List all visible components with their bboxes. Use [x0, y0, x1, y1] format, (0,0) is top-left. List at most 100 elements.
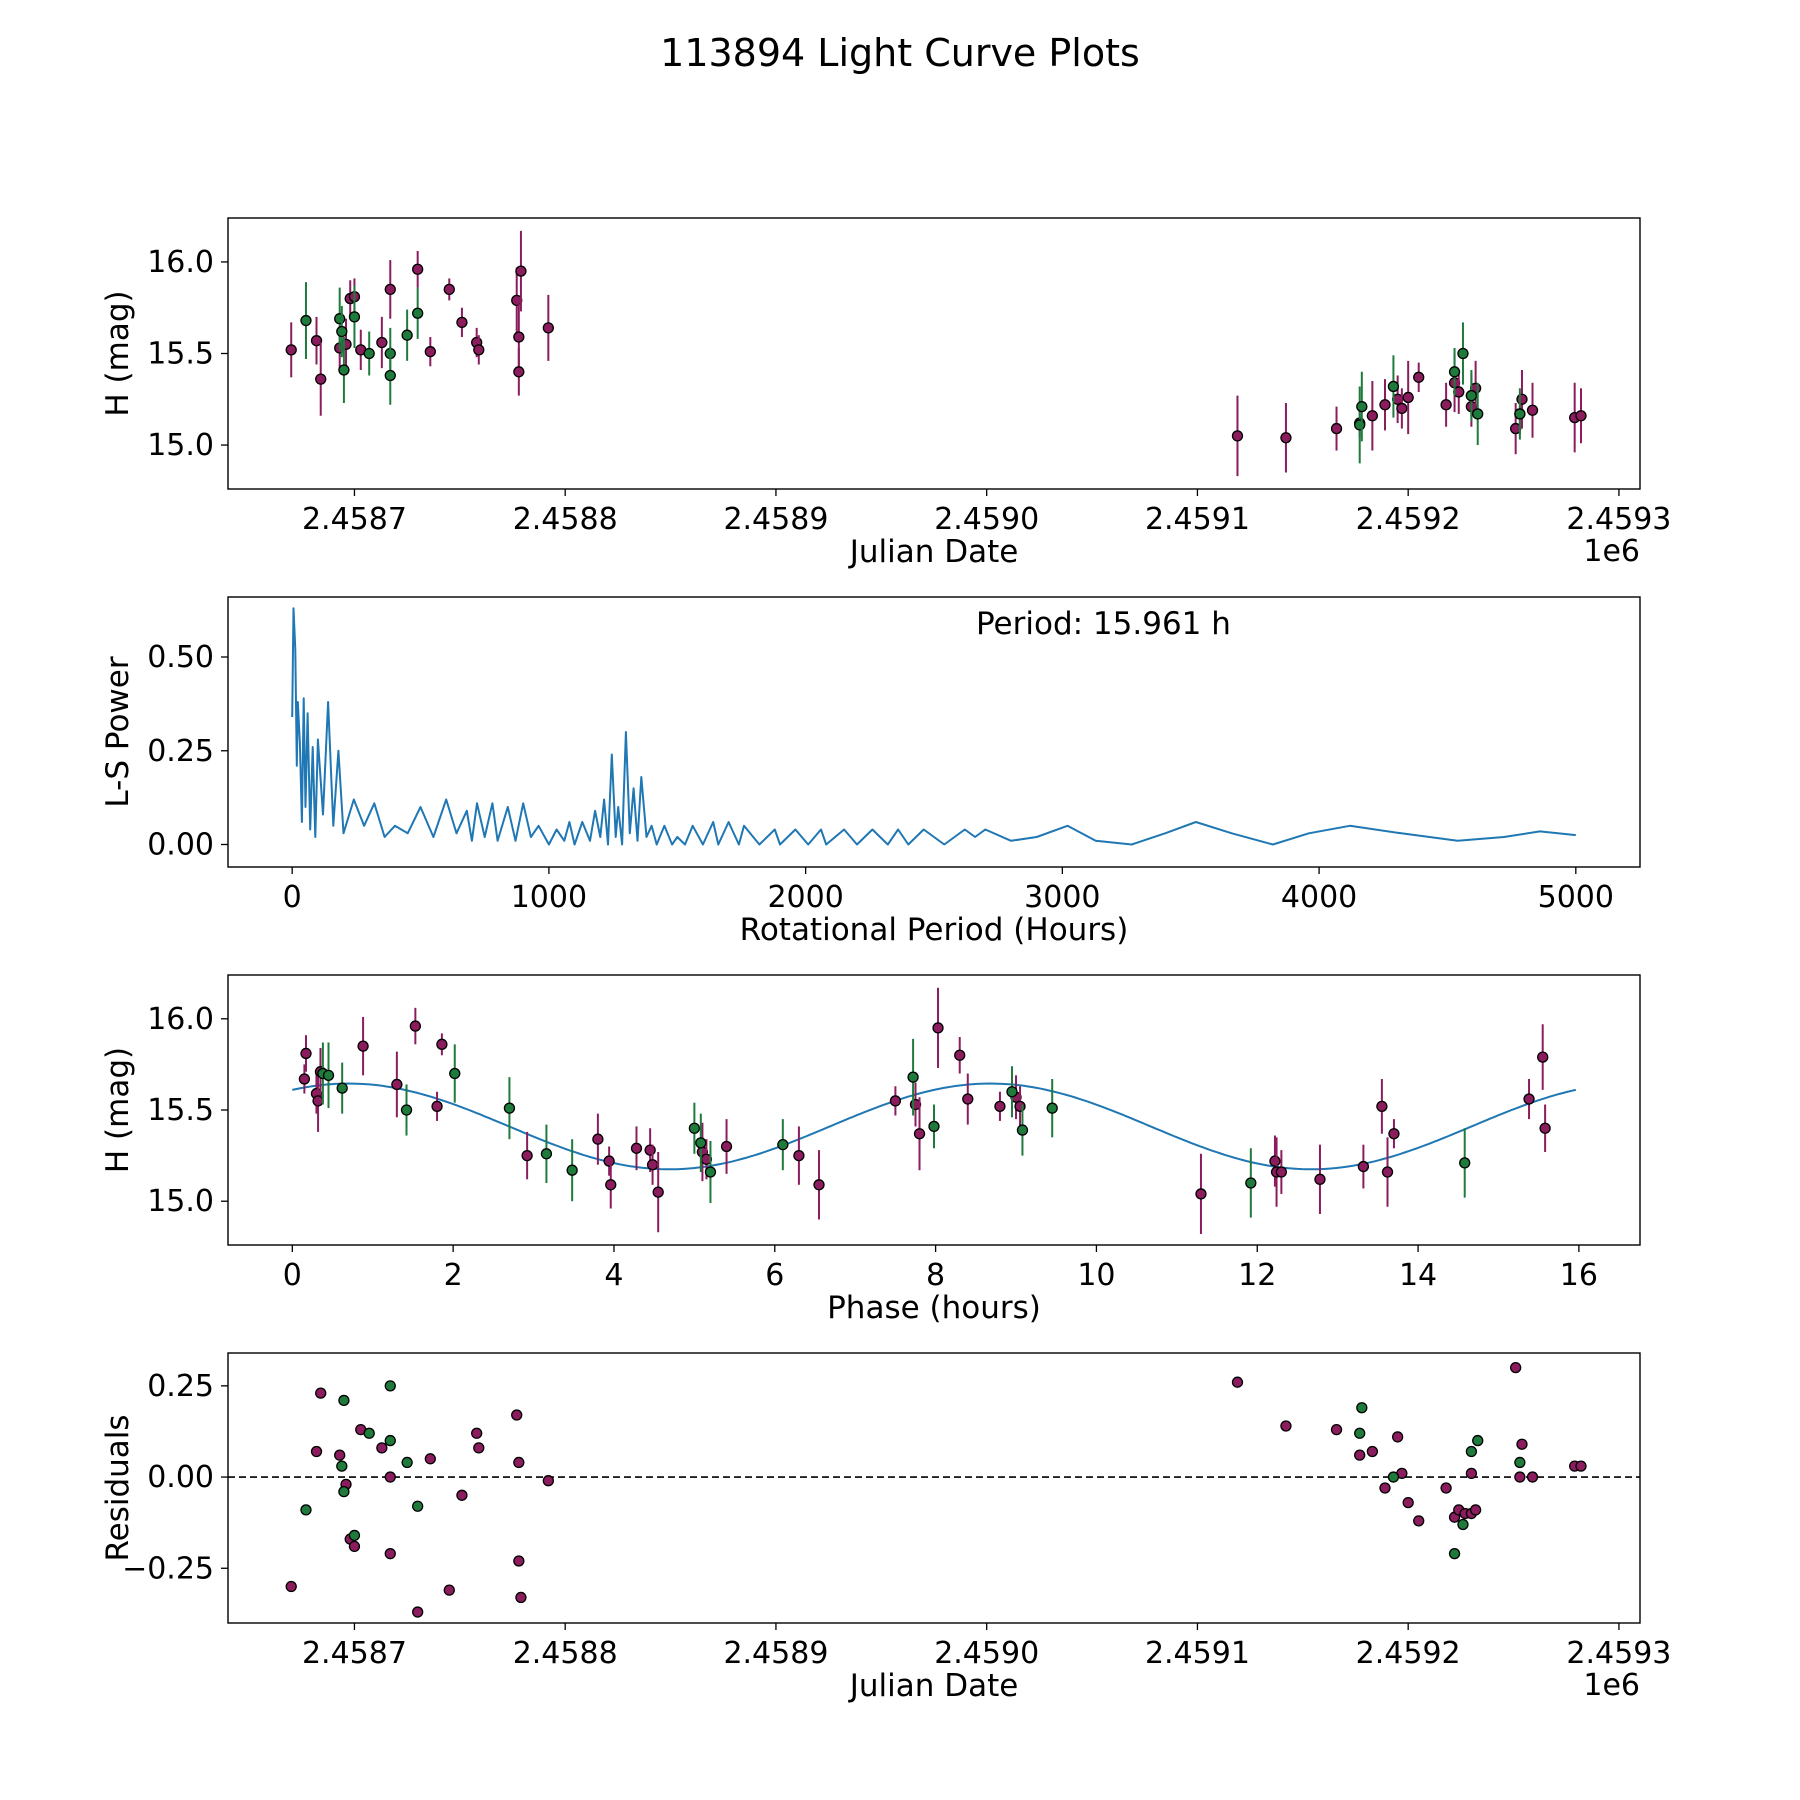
data-point — [300, 1504, 312, 1516]
data-point — [644, 1144, 656, 1156]
data-point — [954, 1049, 966, 1061]
data-point — [1413, 371, 1425, 383]
data-point — [994, 1100, 1006, 1113]
data-point — [1575, 410, 1587, 422]
data-point — [1537, 1051, 1549, 1063]
data-point — [1376, 1100, 1388, 1113]
x-tick-label: 2 — [444, 1258, 463, 1293]
data-point — [513, 1555, 525, 1567]
x-tick-label: 3000 — [1024, 880, 1100, 915]
data-point — [338, 1394, 350, 1407]
phased-y-axis-label: H (mag) — [100, 1047, 136, 1173]
data-point — [1275, 1166, 1288, 1178]
data-point — [1387, 1471, 1400, 1483]
data-point — [1539, 1122, 1551, 1134]
data-point — [384, 369, 396, 382]
x-tick-label: 8 — [926, 1258, 945, 1293]
data-point — [384, 1548, 396, 1560]
x-tick-label: 2.4588 — [513, 1636, 618, 1671]
data-point — [1457, 347, 1469, 360]
data-point — [928, 1120, 940, 1133]
residuals-frame — [227, 1352, 1641, 1624]
data-point — [1381, 1166, 1394, 1178]
y-tick-label: −0.25 — [122, 1551, 214, 1586]
data-point — [471, 1427, 483, 1439]
data-point — [384, 1434, 396, 1447]
data-point — [1046, 1102, 1058, 1114]
data-point — [1006, 1086, 1018, 1098]
data-point — [511, 1409, 523, 1421]
data-point — [363, 347, 375, 360]
data-point — [336, 325, 348, 338]
data-point — [1269, 1155, 1281, 1167]
data-point — [1014, 1100, 1026, 1113]
data-point — [376, 336, 388, 349]
data-point — [285, 344, 297, 356]
data-point — [515, 1591, 527, 1604]
y-tick-label: 0.25 — [147, 734, 214, 769]
figure-title: 113894 Light Curve Plots — [660, 31, 1140, 75]
x-tick-label: 1000 — [511, 880, 587, 915]
y-tick-label: 0.00 — [147, 828, 214, 863]
residuals-panel: 2.4587 2.4588 2.4589 2.4590 2.4591 2.4592 2.45… — [100, 1352, 1671, 1704]
periodogram-plot-area — [291, 607, 1576, 846]
data-point — [376, 1442, 388, 1454]
data-point — [1448, 366, 1461, 378]
y-tick-label: 15.5 — [147, 337, 214, 372]
x-tick-label: 6 — [765, 1258, 784, 1293]
data-point — [513, 331, 525, 343]
data-point — [348, 311, 361, 323]
data-point — [1472, 1434, 1484, 1447]
data-point — [932, 1022, 944, 1034]
data-point — [431, 1100, 443, 1113]
lightcurve-plot-area — [285, 230, 1587, 477]
data-point — [473, 1442, 485, 1454]
data-point — [285, 1580, 297, 1593]
data-point — [566, 1164, 578, 1176]
data-point — [315, 1387, 327, 1399]
data-point — [1314, 1173, 1326, 1185]
data-point — [1440, 399, 1452, 411]
data-point — [1354, 1427, 1366, 1439]
data-point — [357, 1040, 369, 1052]
x-tick-label: 2.4591 — [1145, 1636, 1250, 1671]
data-point — [1280, 1420, 1292, 1432]
x-tick-label: 2.4589 — [723, 502, 828, 537]
data-point — [384, 283, 396, 296]
periodogram-line-0 — [291, 607, 1576, 846]
x-tick-label: 4 — [604, 1258, 623, 1293]
data-point — [312, 1095, 324, 1107]
data-point — [391, 1078, 403, 1091]
data-point — [592, 1133, 604, 1145]
data-point — [603, 1155, 615, 1167]
y-tick-label: 16.0 — [147, 245, 214, 280]
data-point — [1379, 1482, 1391, 1494]
periodogram-frame — [227, 596, 1641, 868]
data-point — [1357, 1160, 1370, 1173]
y-tick-label: 0.00 — [147, 1460, 214, 1495]
data-point — [1280, 432, 1292, 444]
data-point — [443, 1584, 455, 1596]
data-point — [456, 1489, 468, 1501]
data-point — [1245, 1177, 1257, 1189]
data-point — [456, 316, 468, 329]
data-point — [384, 1380, 396, 1392]
data-point — [473, 344, 485, 356]
period-annotation: Period: 15.961 h — [976, 606, 1231, 642]
data-point — [513, 366, 525, 378]
residuals-y-axis-label: Residuals — [100, 1414, 136, 1561]
data-point — [1396, 402, 1408, 415]
data-point — [521, 1149, 533, 1162]
data-point — [1387, 380, 1400, 393]
y-tick-label: 15.0 — [147, 1184, 214, 1219]
data-point — [400, 1104, 413, 1116]
x-tick-label: 0 — [283, 1258, 302, 1293]
x-tick-label: 2.4588 — [513, 502, 618, 537]
data-point — [1575, 1460, 1587, 1472]
data-point — [889, 1095, 902, 1107]
data-point — [515, 265, 527, 277]
data-point — [412, 1606, 424, 1618]
data-point — [1465, 389, 1478, 402]
x-tick-label: 2.4587 — [302, 1636, 407, 1671]
